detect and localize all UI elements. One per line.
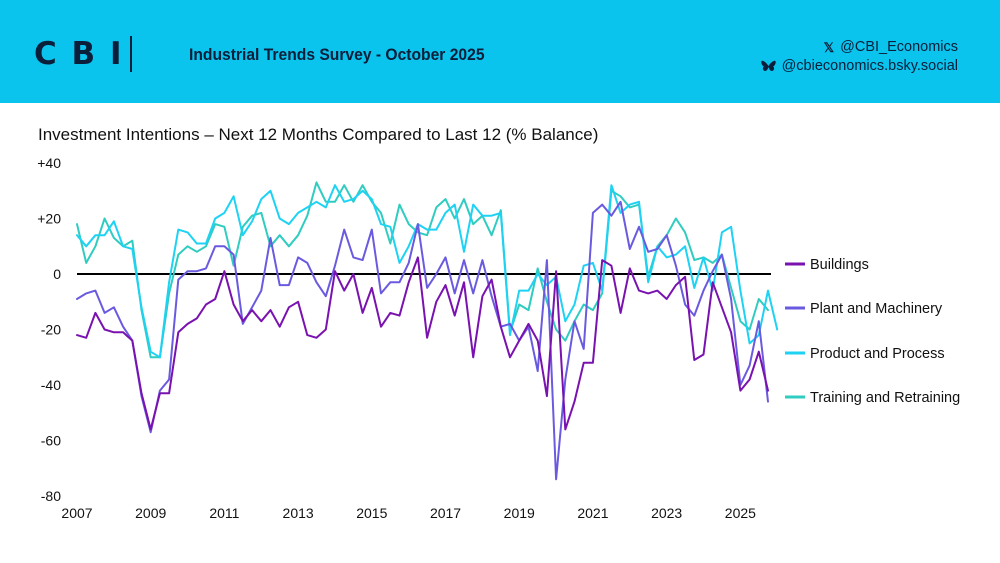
chart-title: Investment Intentions – Next 12 Months C…	[38, 125, 599, 144]
y-tick-label: -60	[41, 433, 61, 449]
y-tick-label: +40	[37, 155, 61, 171]
legend-label-buildings: Buildings	[810, 257, 869, 273]
social-bsky-handle: @cbieconomics.bsky.social	[781, 58, 958, 74]
logo-text: C B I	[34, 36, 124, 72]
x-tick-label: 2013	[283, 505, 314, 521]
legend-label-training-and-retraining: Training and Retraining	[810, 390, 960, 406]
x-tick-label: 2023	[651, 505, 682, 521]
x-axis-ticks: 2007 2009 2011 2013 2015 2017 2019 2021 2023 2025	[61, 505, 756, 521]
y-axis-ticks: +40 +20 0 -20 -40 -60 -80	[37, 155, 61, 504]
x-tick-label: 2025	[725, 505, 756, 521]
x-logo-icon: 𝕏	[823, 40, 835, 55]
y-tick-label: -20	[41, 322, 61, 338]
x-tick-label: 2019	[504, 505, 535, 521]
x-tick-label: 2007	[61, 505, 92, 521]
legend-label-plant-and-machinery: Plant and Machinery	[810, 301, 943, 317]
series-line-buildings	[76, 256, 769, 431]
y-tick-label: -80	[41, 488, 61, 504]
series-line-product-and-process	[76, 184, 779, 359]
x-tick-label: 2021	[577, 505, 608, 521]
social-bsky-row[interactable]: @cbieconomics.bsky.social	[760, 57, 958, 76]
x-tick-label: 2009	[135, 505, 166, 521]
x-tick-label: 2011	[209, 505, 239, 521]
y-tick-label: +20	[37, 211, 61, 227]
social-x-row[interactable]: 𝕏 @CBI_Economics	[761, 38, 958, 57]
survey-title: Industrial Trends Survey - October 2025	[189, 45, 485, 64]
x-tick-label: 2015	[356, 505, 387, 521]
x-tick-label: 2017	[430, 505, 461, 521]
series-lines	[76, 181, 779, 481]
logo-bar	[129, 36, 132, 72]
y-tick-label: -40	[41, 377, 61, 393]
social-x-handle: @CBI_Economics	[840, 39, 958, 55]
legend: Buildings Plant and Machinery Product and …	[785, 257, 960, 406]
y-tick-label: 0	[53, 266, 61, 282]
series-line-plant-and-machinery	[76, 200, 769, 481]
legend-label-product-and-process: Product and Process	[810, 346, 945, 362]
cbi-logo: C B I	[34, 34, 132, 74]
social-handles: 𝕏 @CBI_Economics @cbieconomics.bsky.soci…	[760, 38, 958, 76]
header-banner: C B I Industrial Trends Survey - October…	[0, 0, 1000, 103]
butterfly-icon	[760, 60, 776, 71]
